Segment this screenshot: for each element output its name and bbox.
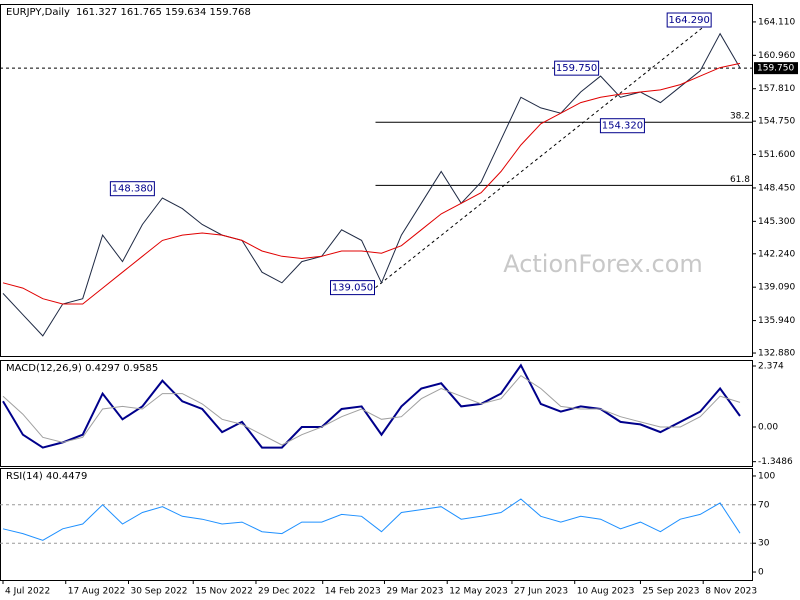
- x-tick-label: 10 Aug 2023: [577, 587, 635, 597]
- x-tick-label: 17 Aug 2022: [68, 587, 126, 597]
- y-tick-label: 0.00: [758, 423, 778, 433]
- y-tick-label: 30: [758, 539, 770, 549]
- annotation-label: 139.050: [332, 283, 373, 294]
- y-tick-label: 135.940: [758, 316, 795, 326]
- x-tick-label: 14 Feb 2023: [325, 587, 381, 597]
- annotation-label: 164.290: [668, 15, 709, 26]
- current-price-label: 159.750: [757, 64, 794, 74]
- y-tick-label: 139.090: [758, 283, 795, 293]
- panel-frame: [0, 360, 753, 467]
- y-tick-label: 70: [758, 500, 770, 510]
- x-tick-label: 29 Dec 2022: [258, 587, 316, 597]
- panel-title: EURJPY,Daily: [6, 7, 70, 18]
- annotation-label: 159.750: [556, 63, 597, 74]
- panel-title: RSI(14) 40.4479: [6, 471, 87, 482]
- y-tick-label: 145.300: [758, 217, 795, 227]
- x-tick-label: 27 Jun 2023: [514, 587, 568, 597]
- watermark: ActionForex.com: [503, 250, 703, 278]
- x-tick-label: 25 Sep 2023: [642, 587, 699, 597]
- y-tick-label: -1.3486: [758, 457, 793, 467]
- y-tick-label: 157.810: [758, 84, 795, 94]
- series-line: [2, 32, 741, 337]
- y-tick-label: 0: [758, 568, 764, 578]
- annotation-box: [599, 118, 645, 134]
- current-price-box: [754, 62, 798, 75]
- y-tick-label: 164.110: [758, 17, 795, 27]
- x-tick-label: 8 Nov 2023: [705, 587, 757, 597]
- y-tick-label: 160.960: [758, 51, 795, 61]
- panel-frame: [0, 4, 753, 357]
- fib-label: 38.2: [730, 112, 750, 122]
- y-tick-label: 132.880: [758, 349, 795, 359]
- annotation-box: [554, 60, 600, 76]
- panel-frame: [0, 468, 753, 581]
- series-line: [2, 363, 741, 449]
- series-line: [2, 62, 741, 305]
- x-tick-label: 30 Sep 2022: [130, 587, 187, 597]
- annotation-label: 148.380: [112, 184, 153, 195]
- annotation-label: 154.320: [602, 121, 643, 132]
- panel-values: 161.327 161.765 159.634 159.768: [76, 7, 251, 18]
- annotation-box: [109, 181, 155, 197]
- y-tick-label: 154.750: [758, 117, 795, 127]
- x-tick-label: 4 Jul 2022: [5, 587, 50, 597]
- fib-label: 61.8: [730, 175, 750, 185]
- y-tick-label: 148.450: [758, 183, 795, 193]
- annotation-box: [666, 12, 712, 28]
- annotation-box: [330, 280, 376, 296]
- x-tick-label: 12 May 2023: [449, 587, 508, 597]
- series-line: [2, 374, 741, 446]
- x-tick-label: 15 Nov 2022: [195, 587, 253, 597]
- series-line: [2, 498, 741, 541]
- y-tick-label: 100: [758, 471, 775, 481]
- panel-title: MACD(12,26,9) 0.4297 0.9585: [6, 363, 158, 374]
- y-tick-label: 2.374: [758, 361, 784, 371]
- y-tick-label: 142.240: [758, 249, 795, 259]
- y-tick-label: 151.600: [758, 150, 795, 160]
- x-tick-label: 29 Mar 2023: [386, 587, 443, 597]
